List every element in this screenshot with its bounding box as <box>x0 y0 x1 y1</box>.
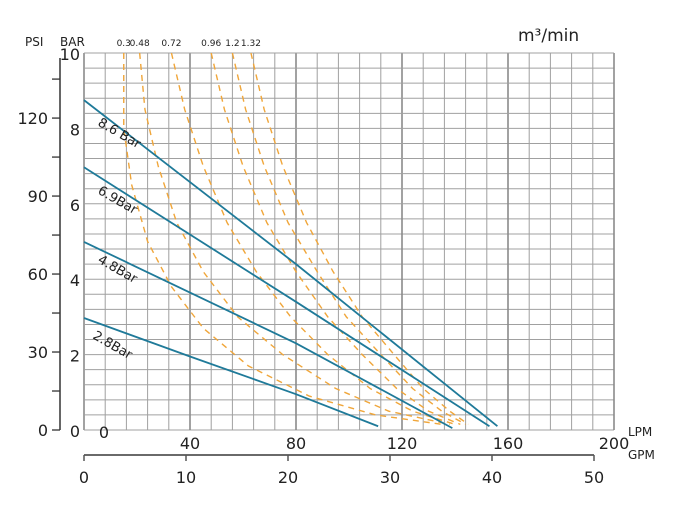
bar-tick-label: 2 <box>70 347 80 366</box>
air-curve-label: 1.32 <box>241 39 261 49</box>
air-curve-1.2 <box>231 52 466 425</box>
lpm-axis-title: LPM <box>628 425 652 439</box>
air-consumption-curves: 0.30.48 0.72 0.96 1.2 1.32 <box>117 39 469 426</box>
air-curve-0.72 <box>170 52 456 426</box>
bar-axis-title: BAR <box>60 35 85 49</box>
gpm-tick-label: 0 <box>79 468 89 487</box>
pressure-line-2 <box>83 241 453 429</box>
pressure-line-3 <box>83 317 379 428</box>
gpm-axis-title: GPM <box>628 448 655 462</box>
air-curve-label: 0.72 <box>161 39 181 49</box>
gpm-tick-label: 50 <box>584 468 604 487</box>
lpm-tick-label: 160 <box>493 434 524 453</box>
air-unit-label: m³/min <box>518 26 579 46</box>
air-curve-label: 0.3 <box>117 39 131 49</box>
psi-tick-label: 60 <box>28 265 48 284</box>
psi-tick-label: 90 <box>28 187 48 206</box>
bar-tick-label: 8 <box>70 120 80 139</box>
air-curve-0.48 <box>138 52 450 426</box>
gpm-tick-label: 20 <box>278 468 298 487</box>
gpm-tick-label: 40 <box>482 468 502 487</box>
lpm-tick-label: 120 <box>387 434 418 453</box>
psi-tick-label: 0 <box>38 421 48 440</box>
lpm-tick-label: 200 <box>599 434 630 453</box>
air-curve-label: 0.96 <box>201 39 221 49</box>
lpm-tick-label: 0 <box>99 423 109 442</box>
psi-tick-label: 30 <box>28 343 48 362</box>
air-curve-0.96 <box>210 52 461 425</box>
psi-tick-label: 120 <box>17 109 48 128</box>
gpm-tick-label: 10 <box>176 468 196 487</box>
air-curve-1.32 <box>250 52 469 425</box>
bar-tick-label: 4 <box>70 271 80 290</box>
grid <box>83 52 615 431</box>
lpm-tick-label: 80 <box>286 434 306 453</box>
pressure-line-0 <box>83 99 498 427</box>
psi-axis-title: PSI <box>25 35 43 49</box>
lpm-tick-label: 40 <box>180 434 200 453</box>
pressure-line-1 <box>83 166 490 427</box>
bar-tick-label: 10 <box>60 45 80 64</box>
air-curve-0.3 <box>123 53 442 426</box>
bar-tick-label: 0 <box>70 422 80 441</box>
pressure-line-label: 8.6 Bar <box>95 115 144 152</box>
air-curve-label: 1.2 <box>225 39 239 49</box>
gpm-tick-label: 30 <box>380 468 400 487</box>
air-curve-label: 0.48 <box>130 39 150 49</box>
bar-tick-label: 6 <box>70 196 80 215</box>
